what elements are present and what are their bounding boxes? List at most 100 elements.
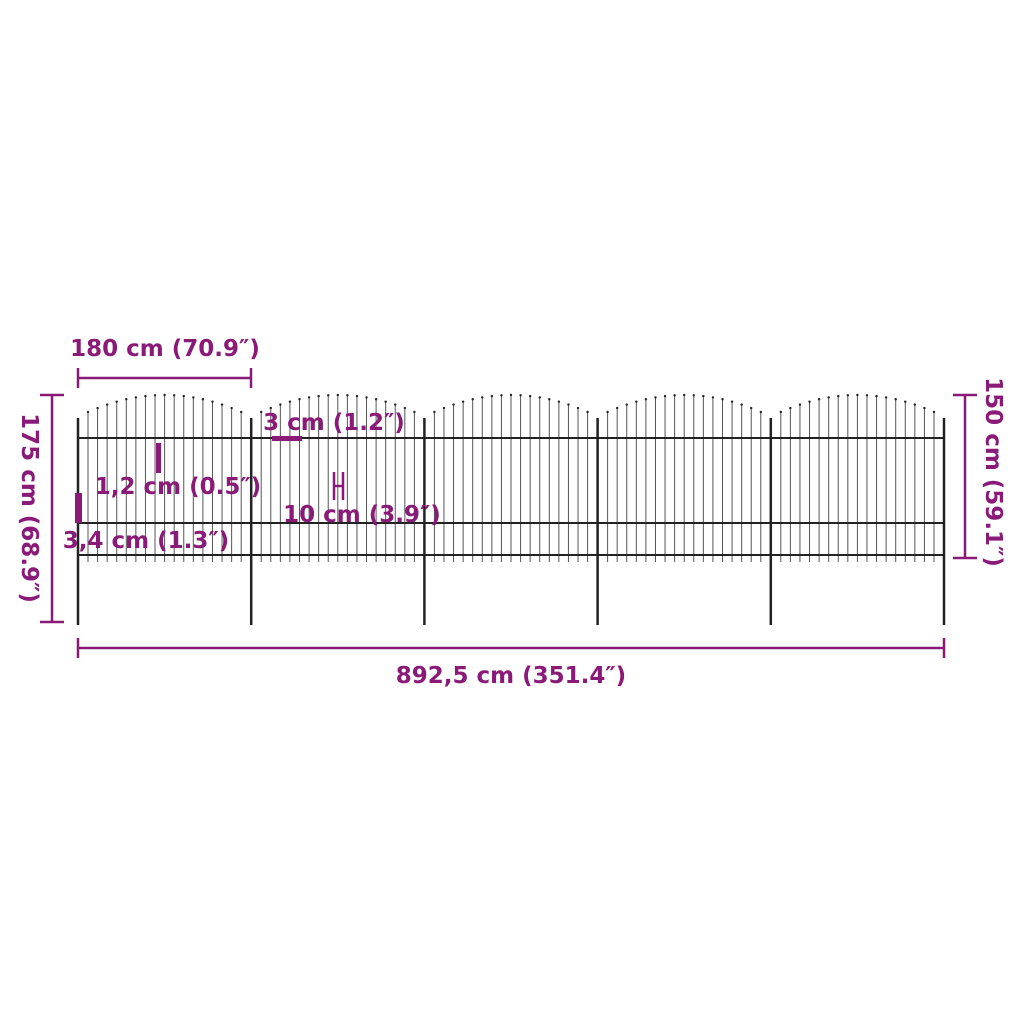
- picket-spike: [692, 394, 695, 397]
- picket-spike: [384, 400, 387, 403]
- picket-spike: [452, 403, 455, 406]
- picket-spike: [509, 393, 513, 397]
- picket-spike: [125, 398, 128, 401]
- picket-spike: [86, 410, 90, 414]
- picket-spike: [153, 394, 157, 397]
- picket-spike: [298, 398, 301, 401]
- picket-spike: [192, 396, 195, 399]
- picket-spike: [586, 410, 589, 414]
- picket-spike: [230, 406, 233, 410]
- picket-spacing-marker: [332, 472, 345, 500]
- picket-spike: [894, 398, 897, 401]
- picket-spike: [615, 406, 619, 410]
- picket-spike: [625, 403, 628, 406]
- picket-spike: [403, 406, 407, 410]
- picket-spike: [105, 403, 109, 406]
- post-width-marker: [272, 436, 302, 441]
- picket-spike: [721, 398, 724, 401]
- picket-spike: [635, 400, 638, 403]
- picket-spike: [884, 396, 888, 399]
- picket-spike: [519, 394, 522, 397]
- picket-spike: [913, 403, 917, 406]
- picket-spike: [134, 396, 138, 399]
- picket-spike: [740, 403, 743, 406]
- picket-spike: [759, 410, 762, 414]
- post-depth-label: 3,4 cm (1.3″): [63, 528, 229, 554]
- picket-spike: [750, 406, 753, 410]
- picket-spike: [711, 396, 715, 399]
- picket-spike: [654, 396, 657, 399]
- dimension-labels: 180 cm (70.9″) 892,5 cm (351.4″) 3 cm (1…: [16, 336, 1006, 689]
- picket-spike: [673, 394, 676, 397]
- picket-spike: [317, 394, 320, 398]
- picket-spike: [490, 394, 494, 398]
- picket-spike: [932, 410, 936, 414]
- picket-spike: [327, 394, 330, 397]
- picket-spike: [567, 403, 570, 406]
- picket-width-label: 1,2 cm (0.5″): [95, 474, 261, 500]
- picket-spike: [365, 396, 368, 399]
- picket-spike: [683, 393, 686, 397]
- picket-spike: [557, 400, 561, 403]
- picket-spike: [394, 403, 397, 406]
- picket-spike: [606, 410, 609, 414]
- picket-spike: [856, 393, 859, 397]
- picket-spike: [846, 394, 850, 397]
- picket-spike: [923, 406, 926, 410]
- picket-spike: [260, 410, 263, 414]
- picket-spike: [865, 394, 869, 397]
- picket-spike: [269, 406, 272, 410]
- picket-spike: [442, 406, 446, 410]
- picket-spike: [144, 394, 147, 398]
- panel-width-label: 180 cm (70.9″): [70, 336, 260, 362]
- total-height-label: 175 cm (68.9″): [16, 413, 42, 603]
- picket-spike: [500, 394, 503, 397]
- picket-spike: [817, 398, 821, 401]
- picket-spike: [163, 393, 166, 397]
- picket-spike: [481, 396, 484, 399]
- picket-spike: [528, 394, 532, 398]
- picket-spike: [789, 406, 792, 410]
- picket-spike: [798, 403, 802, 406]
- picket-spike: [201, 398, 205, 401]
- picket-spike: [307, 396, 311, 399]
- picket-spike: [279, 403, 282, 406]
- picket-spike: [288, 400, 292, 403]
- picket-spike: [904, 400, 907, 403]
- picket-spike: [374, 398, 378, 401]
- picket-spike: [96, 406, 99, 410]
- picket-spike: [471, 398, 474, 401]
- total-length-label: 892,5 cm (351.4″): [396, 663, 626, 689]
- dimension-lines: [40, 368, 977, 658]
- picket-spike: [702, 394, 705, 398]
- picket-spike: [220, 403, 224, 406]
- picket-spike: [336, 393, 339, 397]
- picket-spike: [355, 394, 359, 398]
- picket-spike: [576, 406, 580, 410]
- picket-spike: [730, 400, 734, 403]
- picket-spike: [663, 394, 667, 398]
- picket-spike: [182, 394, 185, 398]
- picket-spike: [211, 400, 214, 403]
- picket-spike: [538, 396, 541, 399]
- post-width-label: 3 cm (1.2″): [263, 410, 405, 436]
- post-depth-marker: [75, 493, 82, 523]
- picket-spike: [837, 394, 840, 398]
- picket-spike: [644, 398, 648, 401]
- picket-spike: [779, 410, 782, 414]
- picket-spike: [433, 410, 436, 414]
- picket-spike: [827, 396, 830, 399]
- picket-spike: [808, 400, 811, 403]
- picket-spike: [115, 400, 118, 403]
- picket-spike: [548, 398, 551, 401]
- picket-spacing-label: 10 cm (3.9″): [283, 502, 441, 528]
- picket-spike: [875, 394, 878, 398]
- picket-width-marker: [156, 443, 161, 473]
- picket-spike: [413, 410, 416, 414]
- picket-spike: [461, 400, 465, 403]
- fence-height-label: 150 cm (59.1″): [980, 377, 1006, 567]
- picket-spike: [346, 394, 349, 397]
- picket-spike: [172, 394, 176, 397]
- picket-spike: [240, 410, 243, 414]
